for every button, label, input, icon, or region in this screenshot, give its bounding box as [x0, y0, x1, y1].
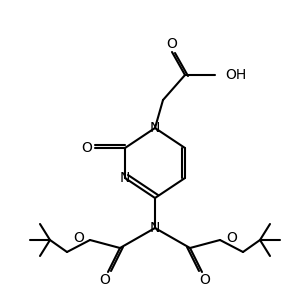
Text: O: O — [73, 231, 84, 245]
Text: O: O — [82, 141, 92, 155]
Text: O: O — [166, 37, 178, 51]
Text: O: O — [200, 273, 210, 287]
Text: N: N — [120, 171, 130, 185]
Text: N: N — [150, 121, 160, 135]
Text: N: N — [150, 221, 160, 235]
Text: O: O — [226, 231, 237, 245]
Text: OH: OH — [225, 68, 246, 82]
Text: O: O — [99, 273, 111, 287]
